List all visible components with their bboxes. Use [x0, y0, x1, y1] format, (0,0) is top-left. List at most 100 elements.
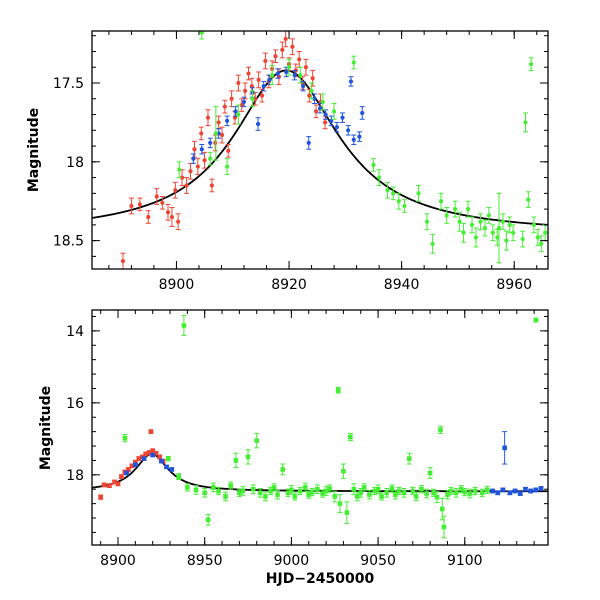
bottom-ticks: 8900 8950 9000 9050 9100 14 16 18 [66, 310, 548, 569]
data-point-green [462, 489, 468, 495]
data-point-green [351, 486, 357, 492]
data-point-green [520, 236, 525, 242]
data-point-green [202, 490, 207, 496]
data-point-green [441, 524, 447, 530]
data-point-green [424, 491, 429, 496]
data-point-green [424, 219, 430, 224]
data-point-blue [348, 79, 354, 84]
data-point-green [185, 485, 190, 490]
x-tick-label: 8900 [159, 277, 195, 293]
data-point-green [297, 488, 303, 494]
data-point-red [112, 479, 117, 485]
data-point-green [335, 387, 341, 393]
data-point-green [268, 488, 273, 494]
data-point-green [453, 207, 458, 212]
top-ticks: 8900 8920 8940 8960 17.5 18 18.5 [53, 31, 548, 293]
data-point-green [236, 112, 241, 117]
data-point-red [192, 147, 197, 152]
data-point-green [431, 490, 436, 496]
data-point-red [256, 77, 261, 82]
data-point-green [529, 61, 534, 67]
data-point-red [157, 454, 162, 460]
data-point-blue [346, 128, 351, 133]
data-point-green [445, 492, 450, 497]
data-point-green [205, 517, 211, 523]
data-point-red [213, 140, 218, 146]
data-point-blue [528, 488, 533, 494]
top-panel-frame [91, 30, 549, 270]
data-point-red [129, 203, 134, 209]
data-point-green [250, 96, 255, 101]
data-point-red [136, 456, 142, 461]
data-point-green [181, 323, 187, 328]
data-point-green [478, 219, 483, 224]
data-point-green [193, 487, 199, 493]
data-point-blue [538, 486, 544, 491]
data-point-blue [523, 486, 528, 492]
data-point-red [160, 200, 165, 205]
data-point-green [367, 492, 372, 497]
data-point-green [490, 230, 495, 235]
data-point-green [223, 494, 228, 499]
data-point-green [459, 486, 464, 492]
data-point-red [216, 120, 221, 125]
data-point-green [531, 222, 537, 227]
data-point-red [226, 148, 231, 153]
data-point-green [393, 492, 398, 497]
data-point-red [290, 44, 295, 49]
data-point-red [239, 102, 244, 108]
data-point-red [229, 96, 234, 101]
data-point-red [133, 459, 138, 465]
data-point-blue [199, 147, 204, 152]
x-tick-label: 9100 [447, 553, 483, 569]
data-point-green [419, 486, 424, 492]
data-point-blue [301, 84, 306, 89]
data-point-green [263, 494, 268, 499]
top-plot-area [92, 31, 548, 269]
data-point-green [496, 225, 502, 231]
data-point-red [154, 194, 159, 199]
y-tick-label: 18 [66, 155, 84, 171]
data-point-red [280, 47, 285, 53]
data-point-red [101, 482, 107, 488]
data-point-red [176, 219, 181, 224]
data-point-blue [334, 125, 339, 130]
data-point-red [137, 202, 142, 207]
data-point-blue [512, 488, 518, 494]
data-point-red [169, 214, 175, 220]
data-point-blue [351, 137, 356, 142]
x-tick-label: 9000 [274, 553, 310, 569]
data-point-green [257, 490, 263, 496]
data-point-red [273, 54, 278, 59]
data-point-red [246, 71, 251, 76]
data-point-green [211, 485, 216, 490]
data-point-green [375, 486, 381, 492]
data-point-blue [169, 467, 175, 472]
data-point-blue [357, 134, 362, 139]
y-tick-label: 18 [66, 468, 84, 484]
data-point-red [173, 188, 178, 193]
data-point-green [389, 486, 395, 491]
data-point-green [225, 164, 230, 169]
data-point-green [275, 492, 280, 497]
data-point-green [315, 486, 320, 492]
data-point-green [208, 156, 213, 161]
data-point-green [526, 197, 531, 202]
y-tick-label: 16 [66, 396, 84, 412]
data-point-blue [261, 84, 266, 89]
data-point-blue [317, 106, 323, 111]
data-point-green [270, 73, 275, 78]
data-point-green [479, 490, 485, 496]
data-point-blue [267, 77, 272, 82]
data-point-green [309, 489, 315, 495]
data-point-red [179, 175, 185, 180]
data-point-red [126, 467, 131, 472]
data-point-green [250, 486, 256, 492]
data-point-green [507, 222, 512, 227]
data-point-green [430, 241, 435, 246]
data-point-red [188, 169, 193, 174]
data-point-red [249, 84, 254, 89]
data-point-green [331, 109, 337, 114]
data-point-blue [150, 452, 155, 458]
data-point-green [177, 167, 182, 172]
